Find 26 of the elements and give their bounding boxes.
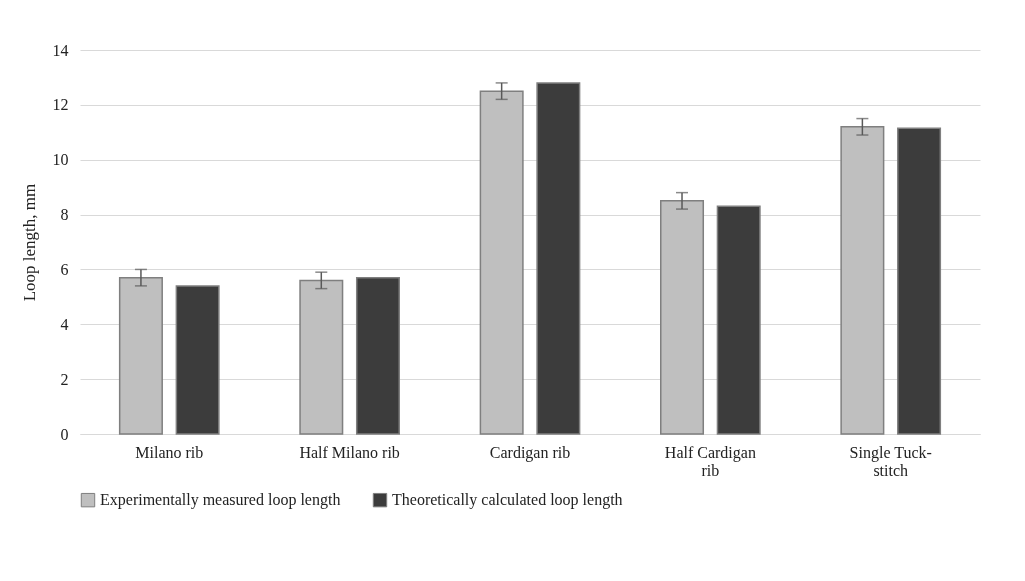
x-tick-label: Milano rib (135, 443, 204, 461)
bar (897, 127, 942, 435)
bar (716, 205, 761, 435)
x-tick-label: Cardigan rib (489, 443, 571, 462)
y-tick-label: 2 (60, 370, 69, 388)
legend-label: Experimentally measured loop length (100, 491, 341, 510)
legend-label: Theoretically calculated loop length (392, 491, 623, 510)
y-tick-label: 0 (60, 425, 69, 443)
bar (536, 82, 581, 435)
y-axis-title: Loop length, mm (19, 183, 39, 302)
bar (479, 90, 524, 435)
x-tick-label: Half Milano rib (299, 443, 400, 461)
y-tick-label: 10 (52, 151, 69, 169)
x-tick-label: Single Tuck-stitch (849, 443, 932, 479)
bar (355, 276, 400, 435)
y-tick-label: 6 (60, 260, 69, 278)
bar (175, 285, 220, 435)
bar (118, 276, 163, 435)
y-tick-label: 14 (52, 41, 69, 59)
bar (660, 200, 705, 435)
y-tick-label: 12 (52, 96, 69, 114)
x-tick-label: Half Cardigan rib (664, 443, 756, 479)
bar (840, 126, 885, 435)
y-tick-label: 8 (60, 206, 69, 224)
bar (299, 279, 344, 435)
y-tick-label: 4 (60, 315, 69, 333)
